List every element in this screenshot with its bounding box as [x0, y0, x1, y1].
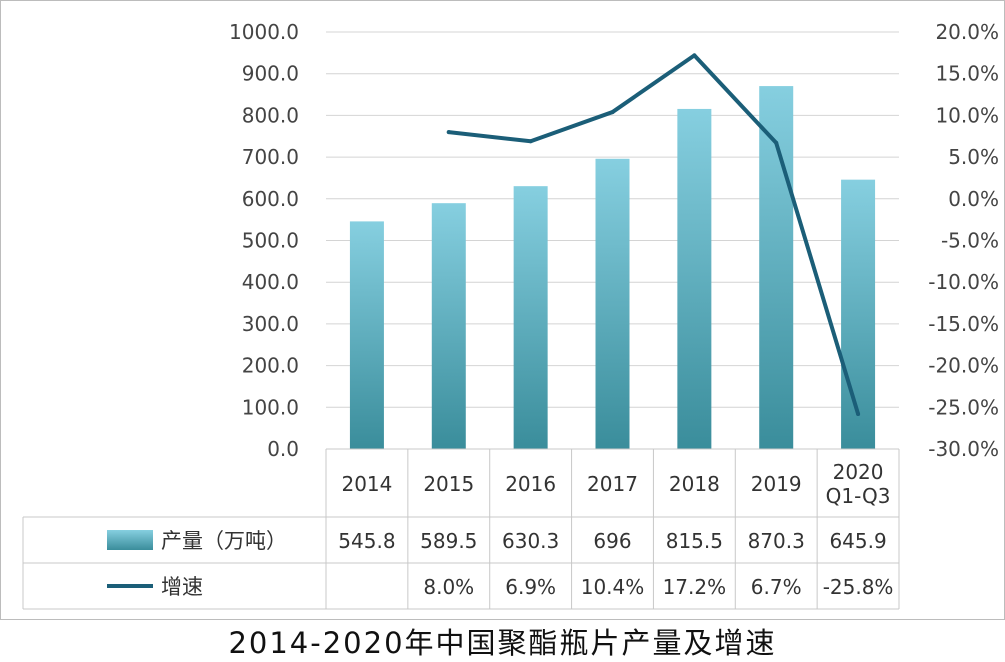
right-tick-label: 10.0%: [935, 103, 999, 127]
bar-value-label: 545.8: [338, 529, 395, 553]
legend-bar-label: 产量（万吨）: [161, 529, 287, 553]
bar-value-label: 589.5: [420, 529, 477, 553]
bar: [349, 221, 384, 449]
bar-value-label: 645.9: [829, 529, 886, 553]
right-axis: -30.0% -25.0% -20.0% -15.0% -10.0% -5.0% 0.0% 5…: [928, 20, 999, 461]
right-tick-label: -15.0%: [928, 312, 999, 336]
growth-value-label: 6.7%: [751, 575, 802, 599]
growth-value-label: -25.8%: [823, 575, 894, 599]
growth-point: [774, 140, 779, 145]
category-label: 2018: [669, 472, 720, 496]
bar-series: [349, 86, 876, 450]
bar: [513, 186, 548, 449]
chart-title: 2014-2020年中国聚酯瓶片产量及增速: [228, 626, 777, 660]
category-label: 2015: [423, 472, 474, 496]
category-label: Q1-Q3: [826, 484, 891, 508]
legend-line-label: 增速: [161, 575, 203, 599]
category-label: 2020: [833, 460, 884, 484]
left-tick-label: 200.0: [242, 354, 299, 378]
bar-value-label: 870.3: [748, 529, 805, 553]
left-tick-label: 400.0: [242, 270, 299, 294]
line-series: [446, 53, 861, 416]
growth-value-label: 6.9%: [505, 575, 556, 599]
bar-value-label: 630.3: [502, 529, 559, 553]
left-tick-label: 500.0: [242, 229, 299, 253]
right-tick-label: -5.0%: [941, 229, 999, 253]
bar: [841, 179, 876, 449]
right-tick-label: 5.0%: [948, 145, 999, 169]
growth-value-label: 8.0%: [423, 575, 474, 599]
right-tick-label: -10.0%: [928, 270, 999, 294]
left-tick-label: 300.0: [242, 312, 299, 336]
growth-point: [856, 411, 861, 416]
left-tick-label: 0.0: [267, 437, 299, 461]
left-tick-label: 700.0: [242, 145, 299, 169]
left-tick-label: 900.0: [242, 62, 299, 86]
growth-point: [446, 130, 451, 135]
right-tick-label: -30.0%: [928, 437, 999, 461]
bar: [677, 108, 712, 450]
right-tick-label: -25.0%: [928, 395, 999, 419]
bar-value-label: 815.5: [666, 529, 723, 553]
bar-value-label: 696: [593, 529, 631, 553]
left-tick-label: 800.0: [242, 103, 299, 127]
left-tick-label: 100.0: [242, 395, 299, 419]
growth-line: [446, 53, 861, 416]
growth-point: [610, 110, 615, 115]
left-tick-label: 600.0: [242, 187, 299, 211]
combo-chart: 0.0 100.0 200.0 300.0 400.0 500.0 600.0 700.0 80…: [22, 20, 999, 610]
right-tick-label: 0.0%: [948, 187, 999, 211]
right-tick-label: 20.0%: [935, 20, 999, 44]
bar: [431, 203, 466, 449]
category-label: 2014: [341, 472, 392, 496]
category-label: 2016: [505, 472, 556, 496]
growth-point: [528, 139, 533, 144]
bar: [595, 158, 630, 449]
category-label: 2017: [587, 472, 638, 496]
category-label: 2019: [751, 472, 802, 496]
growth-point: [692, 53, 697, 58]
left-tick-label: 1000.0: [229, 20, 299, 44]
growth-value-label: 10.4%: [581, 575, 645, 599]
left-axis: 0.0 100.0 200.0 300.0 400.0 500.0 600.0 700.0 80…: [229, 20, 299, 461]
right-tick-label: -20.0%: [928, 354, 999, 378]
chart-frame: 0.0 100.0 200.0 300.0 400.0 500.0 600.0 700.0 80…: [0, 0, 1005, 620]
right-tick-label: 15.0%: [935, 62, 999, 86]
growth-value-label: 17.2%: [663, 575, 727, 599]
legend-bar-swatch: [107, 530, 153, 550]
